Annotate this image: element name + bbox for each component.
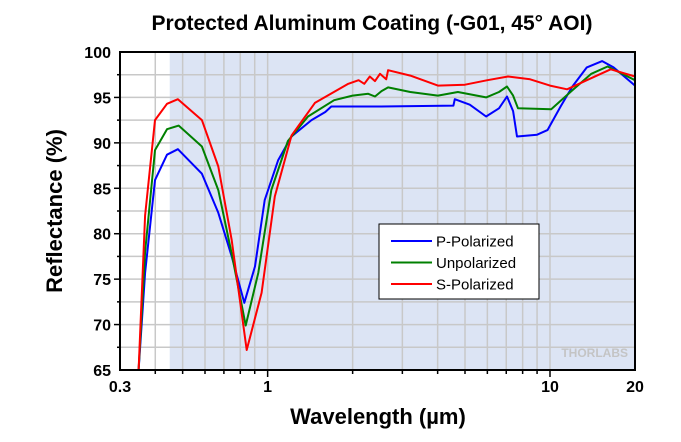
watermark: THORLABS	[561, 346, 628, 360]
y-tick-label: 95	[93, 90, 111, 107]
series-group	[137, 60, 636, 371]
y-tick-label: 100	[84, 45, 111, 62]
legend-label: Unpolarized	[436, 255, 516, 272]
axis-ticks: 65 70 75 80 85 90 95 100 0.3 1 10 20	[84, 45, 644, 396]
legend-label: P-Polarized	[436, 234, 514, 251]
series-line-s-polarized	[137, 68, 636, 371]
y-tick-label: 80	[93, 227, 111, 244]
x-tick-label: 1	[263, 379, 272, 396]
x-tick-label: 20	[626, 379, 644, 396]
y-tick-label: 75	[93, 272, 111, 289]
y-tick-label: 90	[93, 136, 111, 153]
x-tick-label: 0.3	[109, 379, 131, 396]
legend-label: S-Polarized	[436, 277, 514, 294]
chart-title: Protected Aluminum Coating (-G01, 45° AO…	[152, 12, 593, 35]
series-line-unpolarized	[137, 65, 636, 371]
y-axis-label: Reflectance (%)	[42, 129, 67, 293]
y-tick-label: 70	[93, 318, 111, 335]
x-axis-label: Wavelength (µm)	[290, 404, 466, 429]
y-tick-label: 65	[93, 363, 111, 380]
legend: P-Polarized Unpolarized S-Polarized	[378, 223, 540, 300]
series-line-p-polarized	[137, 60, 636, 371]
y-tick-label: 85	[93, 181, 111, 198]
x-tick-label: 10	[541, 379, 559, 396]
